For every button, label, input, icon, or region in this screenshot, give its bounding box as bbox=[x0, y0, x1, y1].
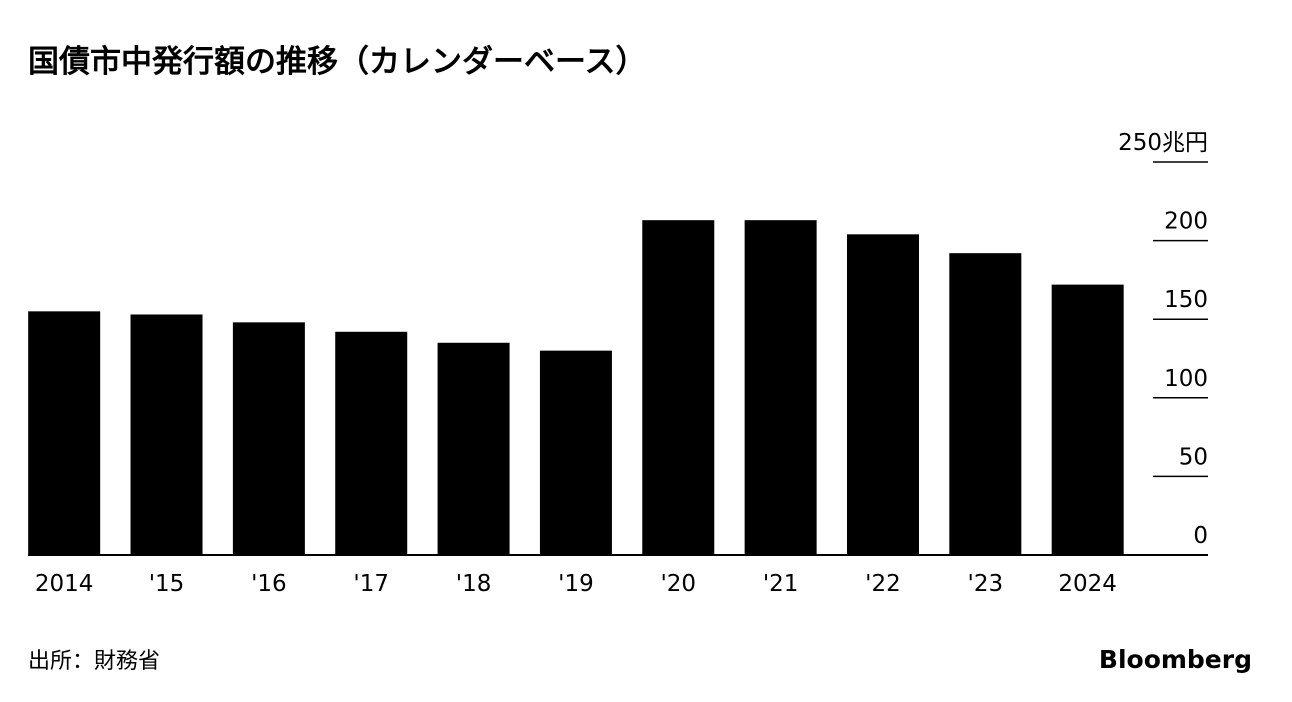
y-tick-label: 200 bbox=[1164, 209, 1208, 235]
y-tick-label: 150 bbox=[1164, 287, 1208, 313]
x-tick-label: '17 bbox=[353, 571, 389, 597]
bar bbox=[437, 342, 510, 555]
bar bbox=[539, 350, 612, 555]
x-tick-label: 2014 bbox=[35, 571, 94, 597]
bar bbox=[642, 220, 715, 555]
bar bbox=[846, 234, 919, 555]
x-tick-label: '22 bbox=[865, 571, 901, 597]
bar bbox=[335, 331, 408, 555]
x-tick-label: '19 bbox=[558, 571, 594, 597]
bar bbox=[1051, 284, 1124, 555]
chart-title: 国債市中発行額の推移（カレンダーベース） bbox=[28, 44, 646, 80]
x-tick-label: 2024 bbox=[1058, 571, 1117, 597]
x-tick-label: '15 bbox=[149, 571, 185, 597]
x-tick-label: '23 bbox=[968, 571, 1004, 597]
y-tick-label: 0 bbox=[1193, 523, 1208, 549]
x-tick-label: '16 bbox=[251, 571, 287, 597]
source: 出所：財務省 bbox=[28, 649, 160, 674]
y-tick-label: 250兆円 bbox=[1118, 130, 1208, 156]
bar bbox=[130, 314, 203, 555]
brand: Bloomberg bbox=[1099, 645, 1252, 674]
bar bbox=[949, 253, 1022, 555]
x-tick-label: '21 bbox=[763, 571, 799, 597]
bar bbox=[744, 220, 817, 555]
bar bbox=[28, 311, 101, 555]
y-tick-label: 50 bbox=[1179, 444, 1208, 470]
x-tick-label: '20 bbox=[660, 571, 696, 597]
x-tick-label: '18 bbox=[456, 571, 492, 597]
bar bbox=[232, 322, 305, 555]
y-tick-label: 100 bbox=[1164, 366, 1208, 392]
